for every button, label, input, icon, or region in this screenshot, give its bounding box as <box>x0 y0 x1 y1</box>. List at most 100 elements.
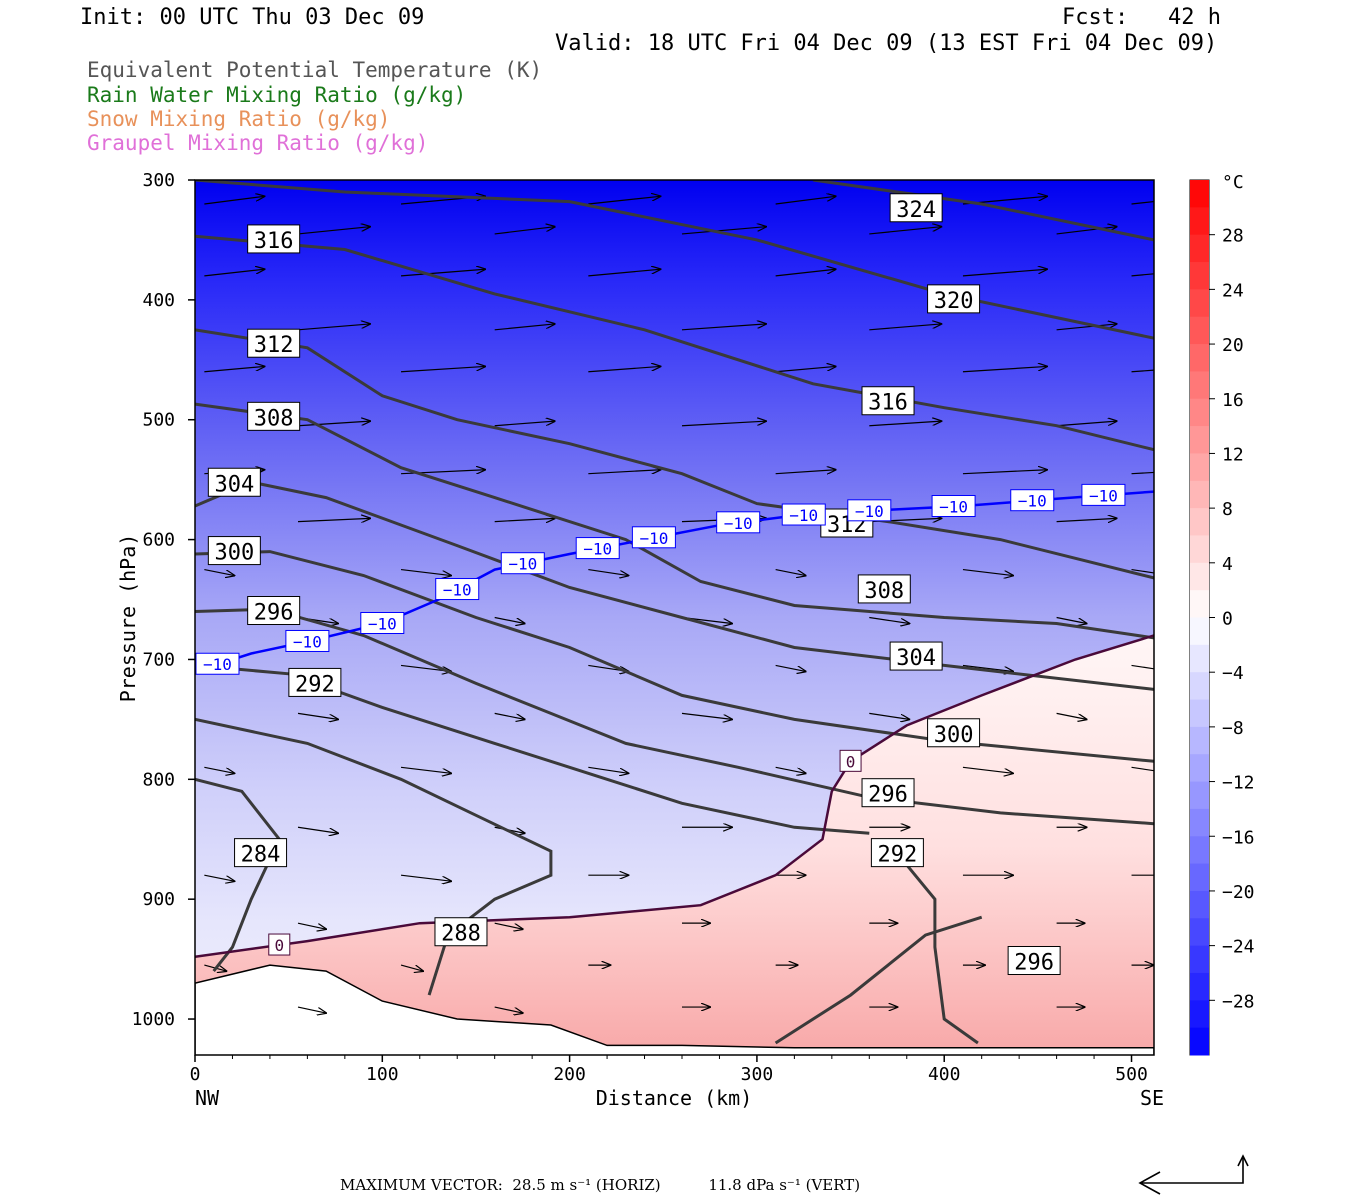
wind-vector <box>1131 471 1154 475</box>
y-tick-label: 600 <box>142 530 175 551</box>
svg-text:300: 300 <box>934 723 974 748</box>
legend-snow: Snow Mixing Ratio (g/kg) <box>87 107 391 131</box>
wind-vector <box>297 712 338 719</box>
wind-vector <box>962 470 1047 475</box>
theta-e-label-296: 296 <box>1007 946 1061 976</box>
wind-vector <box>494 1006 523 1013</box>
colorbar-band <box>1190 781 1209 810</box>
y-tick-label: 900 <box>142 889 175 910</box>
svg-text:0: 0 <box>274 936 284 955</box>
theta-e-line-296 <box>774 915 983 1045</box>
wind-vector <box>1131 664 1154 670</box>
colorbar-tick-label: −20 <box>1222 882 1255 903</box>
wind-vector <box>775 568 806 576</box>
wind-vector <box>204 766 234 773</box>
theta-e-line-308 <box>195 402 1154 640</box>
colorbar-band <box>1190 644 1209 673</box>
colorbar-band <box>1190 1000 1209 1029</box>
colorbar-band <box>1190 180 1209 208</box>
theta-e-label-312: 312 <box>247 328 301 358</box>
wind-vector <box>204 196 264 205</box>
wind-vector <box>400 366 485 373</box>
wind-vector <box>1056 616 1087 624</box>
nw-label: NW <box>195 1086 220 1110</box>
isotherm-label--10: −10 <box>575 537 620 560</box>
wind-vector <box>1056 712 1087 719</box>
y-tick-label: 500 <box>142 410 175 431</box>
wind-vector <box>1056 324 1117 331</box>
x-axis: 0 100 200 300 400 500 <box>190 1055 1148 1085</box>
svg-text:304: 304 <box>214 472 254 497</box>
wind-vector <box>588 269 660 277</box>
svg-text:296: 296 <box>868 783 908 808</box>
wind-vector <box>1131 369 1154 373</box>
isotherm-label-0: 0 <box>839 749 862 772</box>
colorbar: 28 24 20 16 12 8 4 0 −4 −8 −12 −16 −20 −24 −28 °C <box>1189 172 1255 1056</box>
colorbar-band <box>1190 371 1209 400</box>
wind-vector <box>588 196 660 205</box>
y-tick-label: 400 <box>142 290 175 311</box>
svg-text:−10: −10 <box>939 498 968 517</box>
wind-vector <box>494 421 555 427</box>
wind-vector <box>494 518 555 521</box>
wind-vector <box>494 712 525 719</box>
wind-vector <box>775 766 806 773</box>
x-tick-label: 400 <box>928 1064 961 1085</box>
svg-text:284: 284 <box>241 843 281 868</box>
theta-e-line-312 <box>195 328 1154 580</box>
legend-graupel: Graupel Mixing Ratio (g/kg) <box>87 131 429 155</box>
colorbar-band <box>1190 207 1209 236</box>
colorbar-band <box>1190 508 1209 536</box>
colorbar-tick-label: −8 <box>1222 718 1244 739</box>
plot-area: 3243203163163123123083083043043003002962… <box>195 180 1154 1055</box>
wind-vector <box>775 664 806 671</box>
wind-vector <box>1056 421 1117 427</box>
svg-text:296: 296 <box>1014 951 1054 976</box>
colorbar-band <box>1190 344 1209 372</box>
svg-text:320: 320 <box>934 289 974 314</box>
colorbar-band <box>1190 672 1209 701</box>
wind-vector <box>869 324 941 331</box>
isotherm-label--10: −10 <box>500 552 545 575</box>
colorbar-band <box>1190 918 1209 947</box>
colorbar-band <box>1190 617 1209 646</box>
wind-vector <box>775 470 836 474</box>
wind-vector <box>1131 568 1154 574</box>
y-tick-label: 300 <box>142 170 175 191</box>
isotherm-line-0 <box>195 634 1154 958</box>
theta-e-line-324 <box>812 180 1154 242</box>
isotherm-label--10: −10 <box>285 629 330 652</box>
theta-e-line-316 <box>195 234 1154 452</box>
colorbar-band <box>1190 480 1209 509</box>
x-tick-label: 500 <box>1115 1064 1148 1085</box>
svg-text:292: 292 <box>295 672 335 697</box>
svg-text:304: 304 <box>896 646 936 671</box>
wind-vector <box>297 922 326 929</box>
colorbar-band <box>1190 699 1209 728</box>
colorbar-unit: °C <box>1222 172 1244 193</box>
svg-text:308: 308 <box>254 406 294 431</box>
svg-text:−10: −10 <box>1089 486 1118 505</box>
valid-time: Valid: 18 UTC Fri 04 Dec 09 (13 EST Fri … <box>555 31 1218 56</box>
wind-vector <box>681 421 766 427</box>
colorbar-band <box>1190 562 1209 591</box>
wind-vector <box>204 269 264 277</box>
colorbar-band <box>1190 726 1209 755</box>
wind-vector <box>204 874 234 881</box>
wind-vector <box>869 712 909 719</box>
wind-vector <box>1056 518 1117 521</box>
wind-vector <box>962 766 1013 773</box>
terrain-mask <box>195 964 1154 1055</box>
x-tick-label: 100 <box>366 1064 399 1085</box>
svg-text:−10: −10 <box>855 502 884 521</box>
plot-frame <box>194 179 1155 1056</box>
colorbar-tick-label: −12 <box>1222 773 1255 794</box>
svg-text:−10: −10 <box>583 540 612 559</box>
colorbar-tick-label: 0 <box>1222 609 1233 630</box>
svg-text:292: 292 <box>878 843 918 868</box>
wind-vector <box>204 568 234 576</box>
wind-vector <box>400 568 451 576</box>
svg-text:296: 296 <box>254 601 294 626</box>
y-axis-title: Pressure (hPa) <box>116 534 140 703</box>
theta-e-label-292: 292 <box>288 667 342 697</box>
